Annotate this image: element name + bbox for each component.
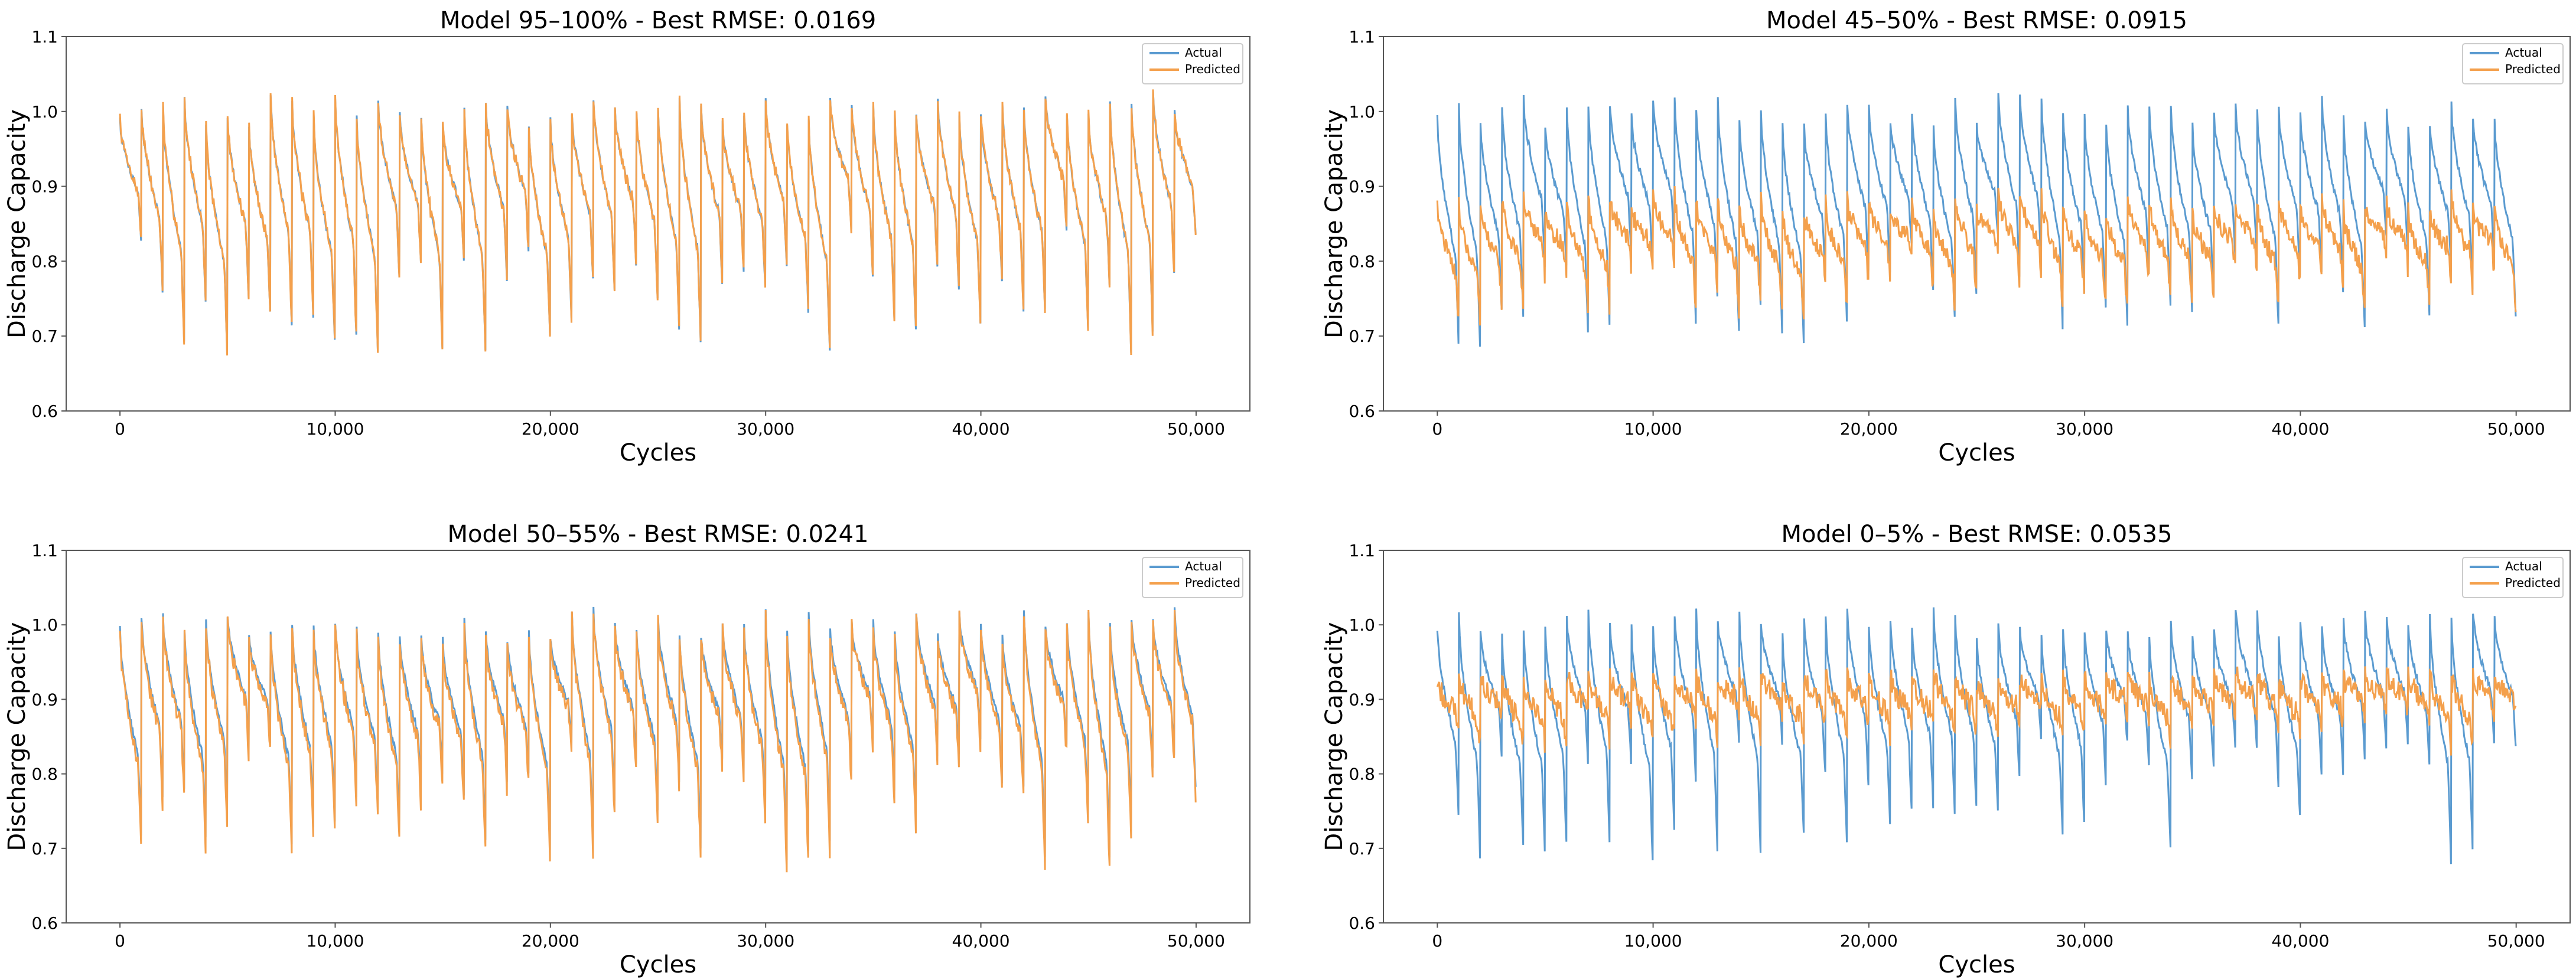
x-tick-label: 40,000 — [952, 931, 1010, 951]
y-tick-label: 1.0 — [1349, 615, 1375, 635]
legend: Actual Predicted — [2462, 43, 2564, 84]
x-tick-label: 30,000 — [2056, 931, 2113, 951]
y-tick-label: 0.8 — [1349, 252, 1375, 271]
legend: Actual Predicted — [1142, 43, 1243, 84]
y-tick-label: 0.9 — [1349, 690, 1375, 709]
x-tick-label: 30,000 — [737, 419, 794, 439]
y-tick-label: 0.6 — [31, 913, 58, 933]
x-tick-label: 50,000 — [1167, 931, 1225, 951]
x-tick-label: 40,000 — [2271, 931, 2329, 951]
x-tick-label: 40,000 — [952, 419, 1010, 439]
x-axis-label: Cycles — [620, 439, 696, 466]
subplot-model-95-100: Model 95–100% - Best RMSE: 0.0169 0.6 0.7 0… — [4, 7, 1250, 466]
y-tick-label: 0.8 — [31, 765, 58, 784]
y-tick-label: 0.6 — [31, 402, 58, 421]
x-tick-label: 0 — [115, 931, 125, 951]
y-tick-label: 0.6 — [1349, 402, 1375, 421]
y-tick-label: 1.0 — [31, 102, 58, 122]
x-tick-label: 30,000 — [737, 931, 794, 951]
x-axis-label: Cycles — [1938, 439, 2015, 466]
x-tick-label: 50,000 — [2487, 419, 2545, 439]
chart-title: Model 50–55% - Best RMSE: 0.0241 — [448, 521, 869, 548]
legend: Actual Predicted — [1142, 557, 1243, 598]
y-tick-label: 0.7 — [1349, 839, 1375, 859]
series-line-predicted — [1436, 185, 2517, 326]
axes-frame — [66, 550, 1250, 923]
subplot-model-50-55: Model 50–55% - Best RMSE: 0.0241 0.6 0.7 0.… — [4, 521, 1250, 978]
legend-label-predicted: Predicted — [1185, 576, 1240, 590]
y-tick-label: 1.0 — [1349, 102, 1375, 122]
y-axis-label: Discharge Capacity — [4, 109, 31, 338]
y-tick-label: 0.7 — [31, 327, 58, 346]
x-tick-label: 20,000 — [1840, 931, 1898, 951]
x-tick-label: 10,000 — [306, 419, 364, 439]
y-tick-label: 1.1 — [31, 27, 58, 47]
x-tick-label: 20,000 — [522, 931, 579, 951]
axes-frame — [1383, 550, 2571, 923]
y-axis-label: Discharge Capacity — [1321, 622, 1348, 851]
legend-label-actual: Actual — [2505, 45, 2542, 60]
x-tick-label: 10,000 — [1624, 419, 1682, 439]
x-tick-label: 10,000 — [306, 931, 364, 951]
legend-label-predicted: Predicted — [2505, 576, 2561, 590]
y-tick-label: 0.8 — [31, 252, 58, 271]
y-axis-label: Discharge Capacity — [1321, 109, 1348, 338]
legend-label-predicted: Predicted — [1185, 62, 1240, 76]
legend-label-actual: Actual — [1185, 559, 1222, 573]
legend: Actual Predicted — [2462, 557, 2564, 598]
x-tick-label: 20,000 — [522, 419, 579, 439]
y-tick-label: 0.9 — [31, 177, 58, 197]
chart-title: Model 95–100% - Best RMSE: 0.0169 — [440, 7, 876, 34]
x-tick-label: 0 — [1432, 931, 1442, 951]
chart-title: Model 0–5% - Best RMSE: 0.0535 — [1782, 521, 2173, 548]
y-tick-label: 0.7 — [31, 839, 58, 859]
y-tick-label: 1.0 — [31, 615, 58, 635]
legend-label-actual: Actual — [1185, 45, 1222, 60]
x-tick-label: 50,000 — [1167, 419, 1225, 439]
y-tick-label: 0.6 — [1349, 913, 1375, 933]
legend-label-actual: Actual — [2505, 559, 2542, 573]
y-tick-label: 1.1 — [1349, 541, 1375, 560]
x-tick-label: 0 — [1432, 419, 1442, 439]
y-tick-label: 0.7 — [1349, 327, 1375, 346]
x-axis-label: Cycles — [620, 951, 696, 978]
axes-frame — [1383, 36, 2571, 412]
x-axis-label: Cycles — [1938, 951, 2015, 978]
series-line-predicted — [119, 609, 1197, 873]
x-tick-label: 50,000 — [2487, 931, 2545, 951]
y-tick-label: 1.1 — [1349, 27, 1375, 47]
y-tick-label: 1.1 — [31, 541, 58, 560]
y-axis-label: Discharge Capacity — [4, 622, 31, 851]
series-line-predicted — [119, 89, 1197, 355]
legend-label-predicted: Predicted — [2505, 62, 2561, 76]
x-tick-label: 30,000 — [2056, 419, 2113, 439]
x-tick-label: 20,000 — [1840, 419, 1898, 439]
y-tick-label: 0.9 — [31, 690, 58, 709]
series-line-predicted — [1436, 666, 2517, 756]
x-tick-label: 10,000 — [1624, 931, 1682, 951]
subplot-model-0-5: Model 0–5% - Best RMSE: 0.0535 0.6 0.7 0.8 0… — [1321, 521, 2571, 978]
axes-frame — [66, 36, 1250, 412]
x-tick-label: 0 — [115, 419, 125, 439]
y-tick-label: 0.8 — [1349, 765, 1375, 784]
y-tick-label: 0.9 — [1349, 177, 1375, 197]
x-tick-label: 40,000 — [2271, 419, 2329, 439]
chart-title: Model 45–50% - Best RMSE: 0.0915 — [1766, 7, 2187, 34]
subplot-model-45-50: Model 45–50% - Best RMSE: 0.0915 0.6 0.7 0.… — [1321, 7, 2571, 466]
